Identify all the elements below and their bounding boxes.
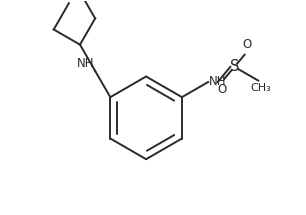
Text: O: O — [242, 38, 252, 51]
Text: O: O — [217, 83, 227, 96]
Text: NH: NH — [77, 57, 95, 70]
Text: CH₃: CH₃ — [250, 83, 271, 93]
Text: NH: NH — [209, 75, 226, 88]
Text: S: S — [230, 59, 239, 74]
